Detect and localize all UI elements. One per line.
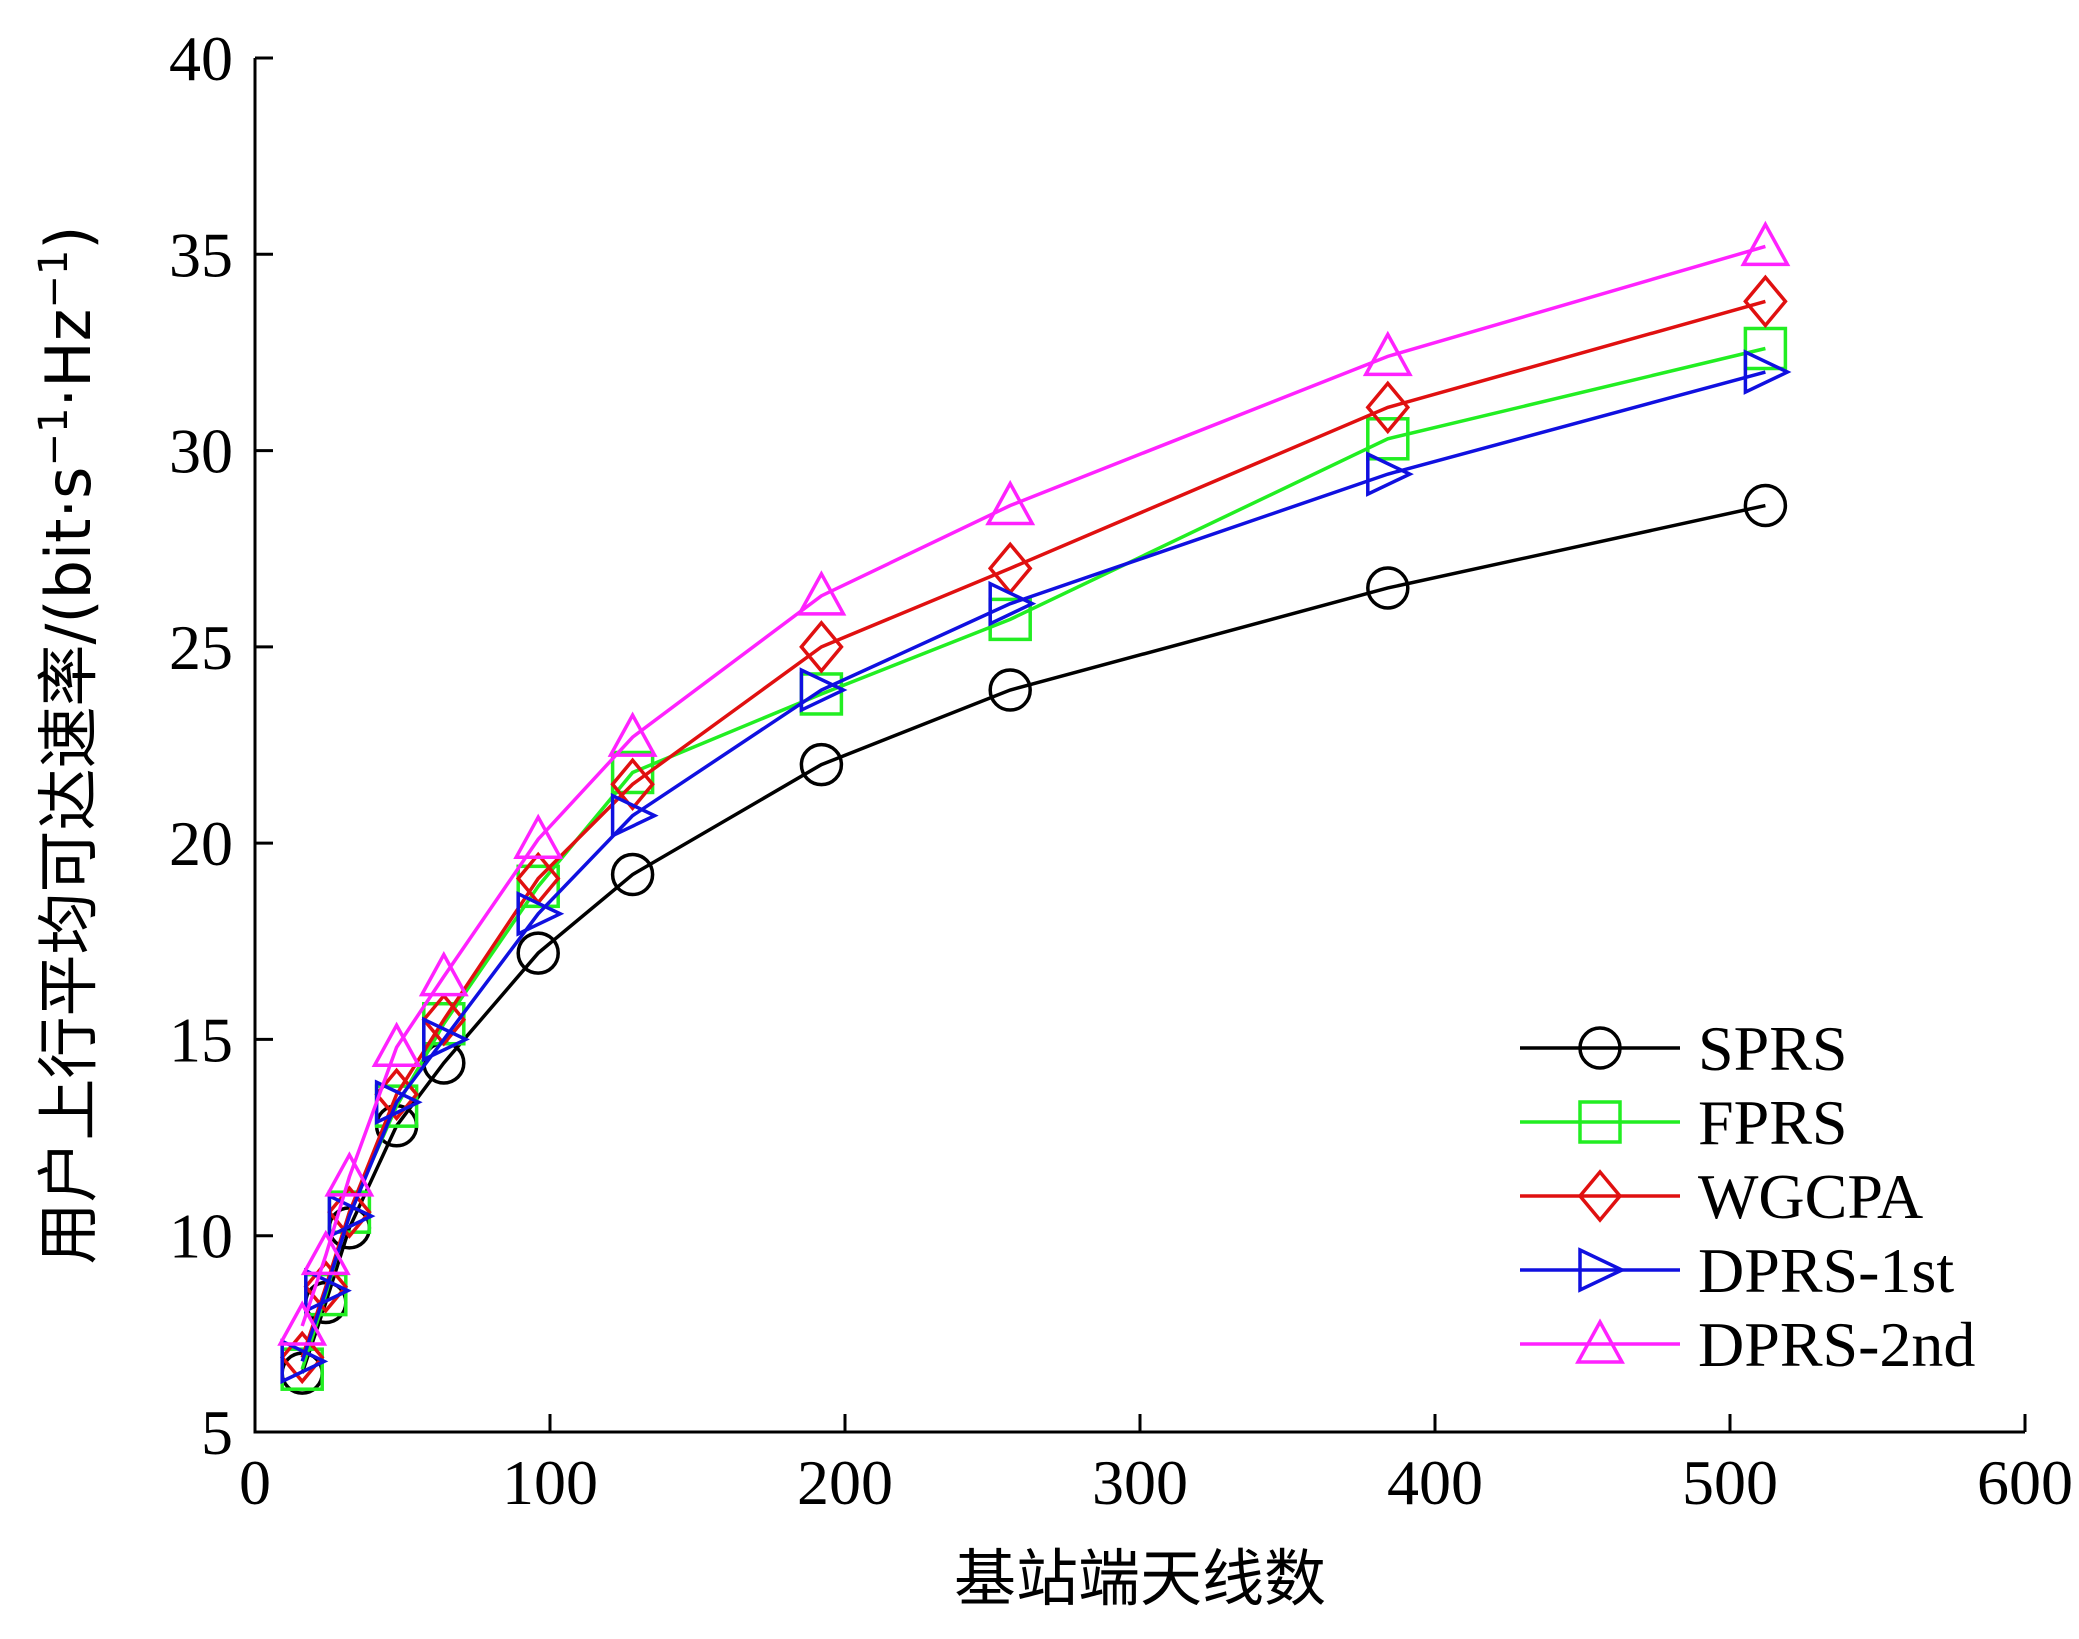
y-tick-label: 20 — [169, 808, 233, 879]
data-point — [1743, 483, 1788, 528]
data-point — [516, 891, 565, 937]
data-point — [988, 580, 1037, 627]
data-point — [280, 1338, 329, 1385]
x-tick-label: 300 — [1092, 1447, 1188, 1518]
legend-marker — [1578, 1247, 1627, 1293]
y-tick-label: 40 — [169, 23, 233, 94]
data-point — [1366, 417, 1410, 461]
series-fprs — [280, 326, 1788, 1391]
data-point — [610, 792, 659, 839]
data-point — [610, 852, 655, 897]
data-point — [327, 1185, 372, 1239]
legend-item: SPRS — [1520, 1013, 1847, 1084]
series-dprs-2nd — [277, 220, 1791, 1346]
legend-label: FPRS — [1698, 1087, 1847, 1158]
data-point — [1365, 380, 1411, 435]
data-point — [327, 1193, 376, 1239]
data-point — [418, 950, 469, 997]
y-tick-label: 30 — [169, 416, 233, 487]
series-wgcpa — [279, 274, 1788, 1385]
axes: 0 100 200 300 400 500 600 5 10 15 20 25 30 35 40 — [169, 23, 2073, 1518]
x-tick-label: 400 — [1387, 1447, 1483, 1518]
y-tick-label: 10 — [169, 1201, 233, 1272]
series-sprs — [280, 483, 1788, 1395]
data-point — [799, 742, 844, 787]
data-point — [324, 1151, 375, 1197]
x-tick-label: 600 — [1977, 1447, 2073, 1518]
data-point — [371, 1021, 422, 1068]
legend-marker — [1577, 1169, 1623, 1223]
data-point — [1743, 274, 1788, 329]
y-tick-label: 15 — [169, 1004, 233, 1075]
data-point — [610, 750, 655, 795]
data-point — [516, 864, 560, 909]
legend-marker — [1575, 1318, 1625, 1364]
y-axis-title-mid: ·Hz — [32, 309, 105, 408]
data-point — [1366, 451, 1414, 497]
legend-label: DPRS-2nd — [1698, 1309, 1975, 1380]
data-point — [279, 1330, 325, 1385]
data-point — [1740, 220, 1791, 267]
legend-label: DPRS-1st — [1698, 1235, 1954, 1306]
series-dprs-1st — [280, 349, 1792, 1385]
legend-label: WGCPA — [1698, 1161, 1923, 1232]
legend-marker — [1578, 1026, 1622, 1070]
data-point — [607, 711, 658, 757]
data-point — [1743, 349, 1792, 395]
y-axis-title-end: ) — [32, 226, 105, 250]
data-point — [796, 570, 847, 616]
y-axis-title-sup1: −1 — [31, 408, 77, 467]
data-point — [799, 667, 848, 713]
series-line — [300, 503, 1766, 1374]
data-point — [985, 479, 1036, 526]
data-point — [300, 1229, 351, 1276]
legend-item: DPRS-2nd — [1520, 1309, 1975, 1380]
legend-item: DPRS-1st — [1520, 1235, 1954, 1306]
data-point — [277, 1300, 328, 1346]
data-point — [513, 813, 564, 859]
series-line — [300, 244, 1766, 1327]
data-point — [610, 757, 655, 811]
y-tick-label: 25 — [169, 612, 233, 683]
data-point — [421, 993, 467, 1047]
y-axis-title: 用户上行平均可达速率/(bit·s−1·Hz−1) — [31, 226, 105, 1265]
y-axis-title-sup2: −1 — [31, 250, 77, 309]
y-axis-title-main: 用户上行平均可达速率/(bit·s — [32, 467, 105, 1265]
data-point — [799, 620, 844, 674]
series-line — [300, 370, 1766, 1362]
data-point — [516, 931, 560, 975]
x-tick-label: 0 — [239, 1447, 271, 1518]
data-point — [304, 1267, 352, 1314]
data-point — [303, 1260, 349, 1314]
legend-label: SPRS — [1698, 1013, 1847, 1084]
y-tick-label: 5 — [201, 1397, 233, 1468]
legend-item: FPRS — [1520, 1087, 1847, 1158]
data-point — [422, 1016, 470, 1063]
x-axis-title: 基站端天线数 — [954, 1542, 1326, 1615]
data-point — [1366, 566, 1410, 610]
legend-item: WGCPA — [1520, 1161, 1923, 1232]
x-tick-label: 200 — [797, 1447, 893, 1518]
data-point — [1362, 330, 1413, 377]
series-line — [300, 299, 1766, 1358]
series-layer — [277, 220, 1792, 1395]
x-tick-label: 500 — [1682, 1447, 1778, 1518]
data-point — [1743, 326, 1788, 371]
legend-marker — [1578, 1100, 1622, 1144]
data-point — [988, 668, 1032, 712]
x-tick-label: 100 — [502, 1447, 598, 1518]
y-tick-label: 35 — [169, 219, 233, 290]
